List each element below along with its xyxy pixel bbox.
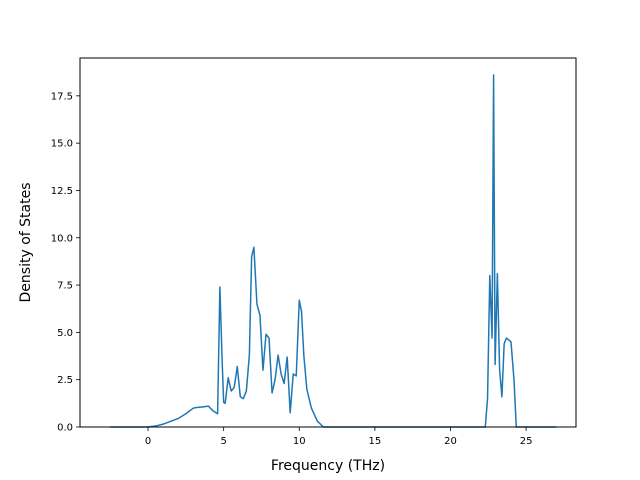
y-axis-label: Density of States: [18, 183, 34, 303]
y-tick-label: 0.0: [57, 423, 73, 434]
y-tick-label: 2.5: [57, 375, 73, 386]
x-tick-label: 20: [444, 436, 457, 447]
dos-series-line: [110, 74, 557, 428]
x-tick-label: 25: [520, 436, 533, 447]
x-tick-label: 0: [145, 436, 151, 447]
x-tick-label: 10: [293, 436, 306, 447]
y-tick-label: 17.5: [51, 91, 73, 102]
y-tick-label: 10.0: [51, 233, 73, 244]
x-tick-label: 5: [220, 436, 226, 447]
y-tick-label: 5.0: [57, 328, 73, 339]
x-axis-ticks: 0 5 10 15 20 25: [145, 427, 533, 447]
x-tick-label: 15: [369, 436, 382, 447]
y-tick-label: 12.5: [51, 186, 73, 197]
y-tick-label: 15.0: [51, 139, 73, 150]
x-axis-label: Frequency (THz): [271, 458, 385, 474]
y-axis-ticks: 0.0 2.5 5.0 7.5 10.0 12.5 15.0 17.5: [51, 91, 80, 434]
y-tick-label: 7.5: [57, 281, 73, 292]
axes-frame: [79, 57, 577, 428]
plot-area: [79, 57, 577, 428]
